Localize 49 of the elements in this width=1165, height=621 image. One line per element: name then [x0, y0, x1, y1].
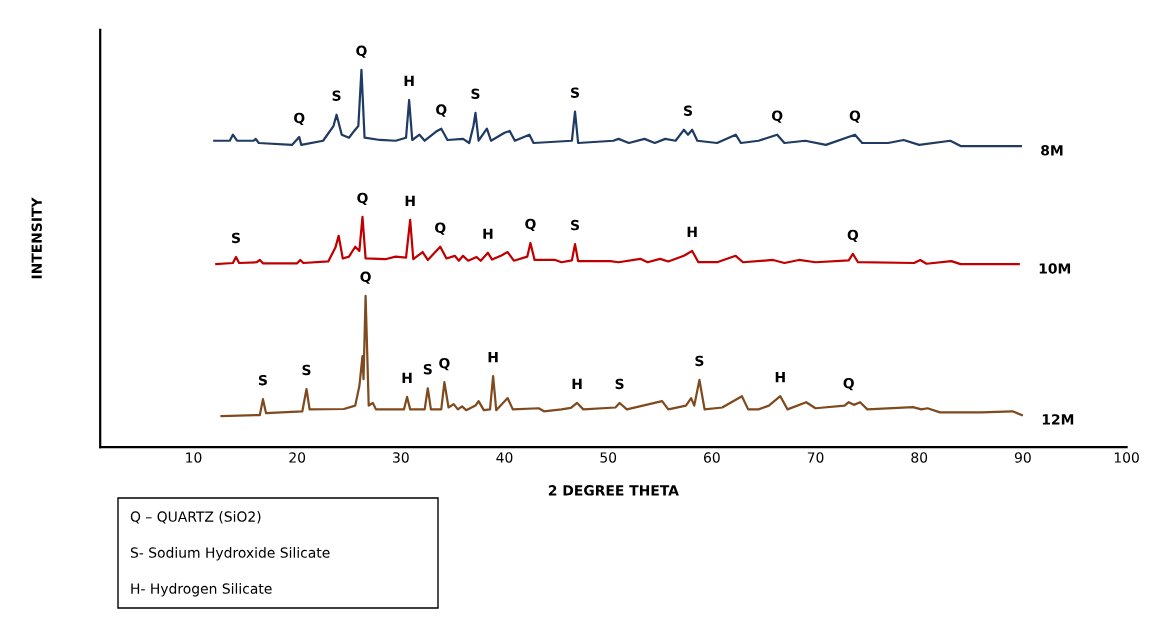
annotation: S [571, 87, 579, 98]
text: Q – QUARTZ (SiO2) [130, 511, 261, 524]
x-tick-label: 10 [186, 452, 202, 463]
annotation: H [488, 352, 498, 363]
annotation: Q [843, 377, 854, 391]
annotation: S [471, 88, 480, 100]
annotation: Q [294, 112, 305, 125]
annotation: Q [357, 192, 368, 205]
annotation: Q [847, 229, 859, 242]
annotation: H [775, 372, 785, 383]
annotation: Q [436, 104, 447, 117]
annotation: Q [356, 45, 367, 58]
x-tick-label: 40 [496, 452, 513, 463]
annotation: H [687, 226, 697, 237]
annotation: Q [435, 222, 446, 235]
annotation: Q [360, 271, 371, 284]
y-axis-title: INTENSITY [31, 197, 42, 279]
x-tick-label: 90 [1014, 452, 1031, 463]
annotation: S [615, 378, 624, 390]
annotation: S [258, 374, 267, 386]
annotation: H [483, 228, 493, 239]
annotation: H [572, 378, 582, 389]
annotation: S [332, 90, 341, 101]
annotation: S [423, 363, 432, 375]
annotation: Q [525, 218, 536, 232]
annotation: S [302, 364, 311, 376]
x-tick-label: 70 [807, 452, 824, 463]
text: H- Hydrogen Silicate [131, 583, 272, 597]
x-tick-label: 30 [393, 452, 409, 463]
series-label: 8M [1041, 145, 1063, 156]
annotation: S [571, 219, 579, 231]
annotation: S [695, 355, 704, 367]
annotation: Q [771, 110, 783, 123]
x-tick-label: 80 [911, 452, 928, 463]
x-tick-label: 20 [289, 452, 306, 463]
series-label: 12M [1042, 414, 1074, 425]
x-tick-label: 100 [1114, 452, 1139, 463]
annotation: Q [439, 357, 450, 371]
x-tick-label: 50 [600, 452, 617, 463]
annotation: S [684, 105, 692, 116]
annotation: H [404, 75, 414, 86]
annotation: H [405, 195, 415, 206]
x-tick-label: 60 [704, 452, 720, 463]
x-axis-title: 2 DEGREE THETA [548, 485, 679, 496]
text: S- Sodium Hydroxide Silicate [130, 547, 330, 561]
annotation: Q [849, 110, 861, 123]
series-label: 10M [1039, 263, 1071, 274]
annotation: S [232, 232, 240, 244]
annotation: H [402, 372, 412, 383]
